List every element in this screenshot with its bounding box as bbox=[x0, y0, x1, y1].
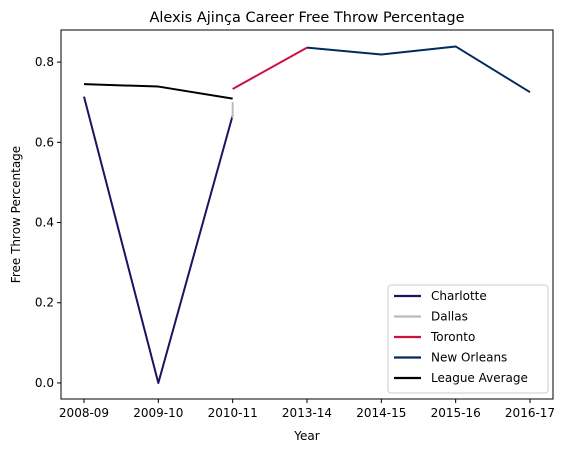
chart-title: Alexis Ajinça Career Free Throw Percenta… bbox=[149, 10, 464, 26]
y-tick-label: 0.4 bbox=[35, 216, 54, 230]
y-tick-label: 0.0 bbox=[35, 376, 54, 390]
y-tick-label: 0.2 bbox=[35, 296, 54, 310]
legend: Charlotte Dallas Toronto New Orleans League … bbox=[387, 284, 549, 394]
plot-lines bbox=[83, 45, 531, 384]
x-tick-label: 2010-11 bbox=[208, 406, 258, 420]
legend-label-charlotte: Charlotte bbox=[431, 289, 487, 303]
x-tick-label: 2013-14 bbox=[282, 406, 332, 420]
y-axis-label: Free Throw Percentage bbox=[9, 146, 23, 283]
series-line-toronto bbox=[232, 46, 308, 90]
legend-label-dallas: Dallas bbox=[431, 310, 468, 324]
x-tick-label: 2016-17 bbox=[505, 406, 555, 420]
x-tick-label: 2008-09 bbox=[59, 406, 109, 420]
x-tick-label: 2009-10 bbox=[133, 406, 183, 420]
legend-box bbox=[387, 284, 549, 394]
y-tick-label: 0.6 bbox=[35, 135, 54, 149]
y-axis: 0.0 0.2 0.4 0.6 0.8 bbox=[35, 55, 61, 390]
series-line-league-average bbox=[83, 83, 233, 100]
legend-label-toronto: Toronto bbox=[430, 330, 475, 344]
series-line-charlotte bbox=[83, 96, 234, 384]
series-line-new-orleans bbox=[306, 45, 531, 94]
x-tick-label: 2014-15 bbox=[356, 406, 406, 420]
x-axis-label: Year bbox=[293, 429, 319, 443]
x-axis: 2008-09 2009-10 2010-11 2013-14 2014-15 2015-… bbox=[59, 399, 555, 420]
legend-label-league-average: League Average bbox=[431, 371, 528, 385]
y-tick-label: 0.8 bbox=[35, 55, 54, 69]
x-tick-label: 2015-16 bbox=[431, 406, 481, 420]
legend-label-new-orleans: New Orleans bbox=[431, 351, 507, 365]
